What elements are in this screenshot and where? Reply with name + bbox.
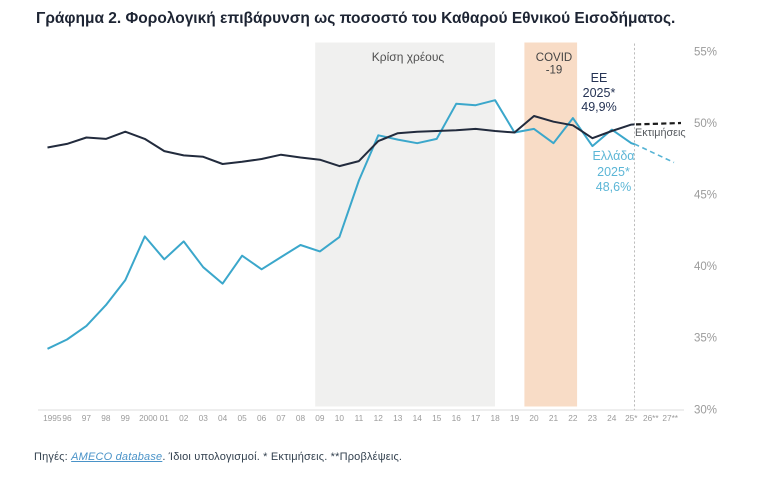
svg-text:35%: 35% [694, 333, 717, 345]
svg-text:96: 96 [62, 413, 72, 423]
svg-text:2025*: 2025* [597, 165, 630, 179]
svg-text:03: 03 [199, 413, 209, 423]
svg-text:Κρίση χρέους: Κρίση χρέους [372, 50, 445, 64]
svg-text:COVID: COVID [536, 52, 572, 64]
svg-text:50%: 50% [694, 118, 717, 130]
svg-text:99: 99 [121, 413, 131, 423]
svg-text:13: 13 [393, 413, 403, 423]
svg-text:23: 23 [588, 413, 598, 423]
svg-text:17: 17 [471, 413, 481, 423]
svg-text:40%: 40% [694, 261, 717, 273]
svg-text:30%: 30% [694, 405, 717, 417]
svg-text:Εκτιμήσεις: Εκτιμήσεις [635, 127, 686, 139]
svg-text:06: 06 [257, 413, 267, 423]
svg-text:98: 98 [101, 413, 111, 423]
svg-text:48,6%: 48,6% [596, 180, 631, 194]
svg-text:05: 05 [237, 413, 247, 423]
svg-text:04: 04 [218, 413, 228, 423]
svg-text:01: 01 [160, 413, 170, 423]
svg-text:18: 18 [490, 413, 500, 423]
svg-text:2025*: 2025* [583, 86, 616, 100]
svg-text:-19: -19 [546, 65, 563, 77]
svg-text:11: 11 [355, 413, 364, 423]
svg-text:16: 16 [452, 413, 462, 423]
svg-text:49,9%: 49,9% [581, 100, 616, 114]
svg-text:EE: EE [591, 71, 608, 85]
svg-text:45%: 45% [694, 190, 717, 202]
svg-text:27**: 27** [662, 413, 678, 423]
svg-text:2000: 2000 [139, 413, 158, 423]
svg-text:15: 15 [432, 413, 442, 423]
svg-text:10: 10 [335, 413, 345, 423]
svg-text:21: 21 [549, 413, 559, 423]
svg-text:14: 14 [413, 413, 423, 423]
svg-text:97: 97 [82, 413, 92, 423]
svg-text:07: 07 [276, 413, 286, 423]
svg-text:08: 08 [296, 413, 306, 423]
svg-text:24: 24 [607, 413, 617, 423]
svg-text:12: 12 [374, 413, 384, 423]
svg-text:26**: 26** [643, 413, 659, 423]
svg-text:22: 22 [568, 413, 578, 423]
svg-text:1995: 1995 [43, 413, 62, 423]
svg-text:19: 19 [510, 413, 520, 423]
svg-text:Ελλάδα: Ελλάδα [592, 149, 634, 163]
svg-text:55%: 55% [694, 47, 717, 59]
svg-text:25*: 25* [625, 413, 638, 423]
svg-text:20: 20 [529, 413, 539, 423]
svg-text:02: 02 [179, 413, 189, 423]
svg-text:09: 09 [315, 413, 325, 423]
